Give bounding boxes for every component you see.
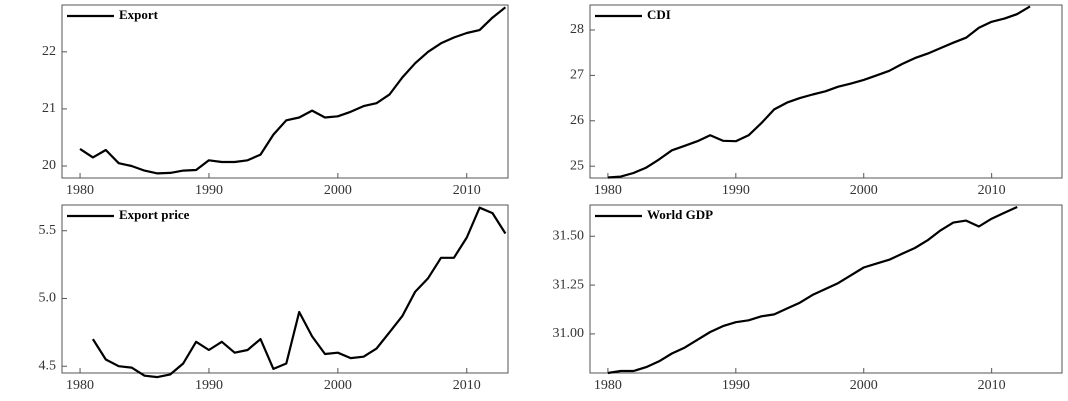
legend-label: Export price [119, 207, 190, 222]
x-tick-label: 2010 [453, 183, 481, 198]
x-tick-label: 1980 [594, 378, 622, 393]
data-line [607, 5, 1031, 179]
plot-frame [589, 4, 1063, 179]
x-tick-label: 1990 [722, 183, 750, 198]
y-tick-label: 27 [570, 68, 584, 83]
y-tick-label: 31.25 [553, 277, 585, 292]
y-tick-label: 25 [570, 158, 584, 173]
y-tick-label: 31.50 [553, 228, 585, 243]
x-tick-label: 2000 [324, 183, 352, 198]
plot-frame [61, 4, 509, 179]
y-tick-label: 21 [42, 101, 56, 116]
x-tick-label: 2000 [324, 378, 352, 393]
x-tick-label: 1990 [195, 378, 223, 393]
data-line [91, 206, 507, 379]
data-line [79, 6, 507, 175]
y-tick-label: 5.5 [39, 223, 57, 238]
x-tick-label: 2000 [850, 378, 878, 393]
x-tick-label: 1990 [195, 183, 223, 198]
plot-frame [61, 204, 509, 374]
x-tick-label: 1990 [722, 378, 750, 393]
y-tick-label: 5.0 [39, 291, 57, 306]
plot-frame [589, 204, 1063, 374]
x-tick-label: 1980 [594, 183, 622, 198]
legend-label: Export [119, 7, 159, 22]
y-tick-label: 31.00 [553, 326, 585, 341]
x-tick-label: 1980 [66, 183, 94, 198]
y-tick-label: 20 [42, 158, 56, 173]
x-tick-label: 2010 [978, 183, 1006, 198]
y-tick-label: 26 [570, 113, 584, 128]
y-tick-label: 22 [42, 44, 56, 59]
data-line [607, 205, 1018, 375]
x-tick-label: 2010 [978, 378, 1006, 393]
y-tick-label: 28 [570, 22, 584, 37]
x-tick-label: 2010 [453, 378, 481, 393]
legend-label: CDI [647, 7, 671, 22]
x-tick-label: 1980 [66, 378, 94, 393]
legend-label: World GDP [647, 207, 713, 222]
x-tick-label: 2000 [850, 183, 878, 198]
y-tick-label: 4.5 [39, 358, 57, 373]
